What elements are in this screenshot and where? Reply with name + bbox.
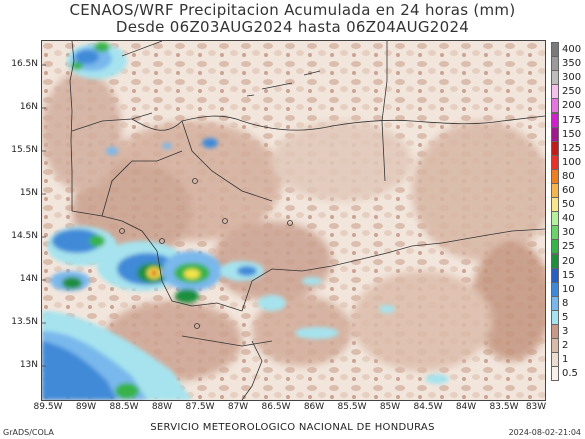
- lon-tick: 86.5W: [261, 402, 291, 412]
- lat-tick: 15.5N: [11, 145, 38, 155]
- colorbar-segment: [551, 324, 559, 340]
- colorbar-label: 250: [562, 86, 582, 98]
- pacific-rain-area: [42, 311, 192, 400]
- colorbar-label: 25: [562, 241, 575, 253]
- colorbar-segment: [551, 154, 559, 170]
- lat-tick: 13.5N: [11, 317, 38, 327]
- colorbar-segment: [551, 281, 559, 297]
- bay-islands: [246, 70, 321, 97]
- colorbar-label: 175: [562, 114, 582, 126]
- lon-tick: 85W: [379, 402, 401, 412]
- footer-timestamp: 2024-08-02-21:04: [508, 428, 581, 437]
- colorbar-label: 2: [562, 340, 569, 352]
- colorbar-segment: [551, 84, 559, 100]
- colorbar-segment: [551, 112, 559, 128]
- colorbar-segment: [551, 338, 559, 354]
- colorbar-label: 50: [562, 199, 575, 211]
- lat-tick: 14N: [19, 274, 38, 284]
- lat-tick: 15N: [19, 188, 38, 198]
- map-canvas: [42, 41, 545, 400]
- map-title-line2: Desde 06Z03AUG2024 hasta 06Z04AUG2024: [115, 18, 470, 36]
- colorbar-segment: [551, 366, 559, 382]
- footer-agency: SERVICIO METEOROLOGICO NACIONAL DE HONDU…: [150, 422, 435, 433]
- map-title-line1: CENAOS/WRF Precipitacion Acumulada en 24…: [69, 1, 516, 19]
- colorbar-label: 125: [562, 142, 582, 154]
- colorbar-label: 100: [562, 156, 582, 168]
- axis-tick-marks: [42, 64, 46, 367]
- lon-tick: 84.5W: [413, 402, 443, 412]
- city-markers: [119, 178, 293, 329]
- lat-tick: 16.5N: [11, 59, 38, 69]
- lon-tick: 89.5W: [33, 402, 63, 412]
- colorbar-label: 300: [562, 72, 582, 84]
- colorbar-label: 150: [562, 128, 582, 140]
- colorbar-segment: [551, 126, 559, 142]
- colorbar-label: 400: [562, 44, 582, 55]
- colorbar-segment: [551, 225, 559, 241]
- lon-tick: 86W: [303, 402, 325, 412]
- lon-tick: 83.5W: [489, 402, 519, 412]
- colorbar-segment: [551, 239, 559, 255]
- colorbar-segment: [551, 295, 559, 311]
- footer-software: GrADS/COLA: [3, 428, 54, 437]
- colorbar-label: 0.5: [562, 368, 578, 380]
- colorbar-segment: [551, 140, 559, 156]
- lat-tick: 14.5N: [11, 231, 38, 241]
- colorbar-segment: [551, 253, 559, 269]
- lon-tick: 87.5W: [185, 402, 215, 412]
- southwest-rain-cluster: [47, 226, 264, 303]
- colorbar-label: 350: [562, 58, 582, 70]
- colorbar-label: 20: [562, 255, 575, 267]
- colorbar-segment: [551, 42, 559, 58]
- colorbar-segment: [551, 267, 559, 283]
- lon-tick: 83W: [525, 402, 547, 412]
- lon-tick: 85.5W: [337, 402, 367, 412]
- precipitation-map: [41, 40, 546, 401]
- scattered-rain-cells: [106, 138, 449, 384]
- lat-tick: 16N: [19, 102, 38, 112]
- lon-tick: 88.5W: [109, 402, 139, 412]
- colorbar-segment: [551, 309, 559, 325]
- colorbar-segment: [551, 56, 559, 72]
- colorbar-label: 60: [562, 185, 575, 196]
- northwest-rain-cluster: [67, 42, 127, 79]
- lon-tick: 87W: [227, 402, 249, 412]
- colorbar-label: 30: [562, 227, 575, 239]
- colorbar-label: 3: [562, 326, 569, 337]
- colorbar-label: 8: [562, 297, 569, 309]
- country-borders: [69, 41, 545, 400]
- colorbar-segment: [551, 197, 559, 213]
- lon-tick: 88W: [151, 402, 173, 412]
- colorbar-label: 10: [562, 283, 575, 295]
- colorbar-label: 15: [562, 269, 575, 281]
- colorbar-segment: [551, 70, 559, 86]
- colorbar-label: 80: [562, 170, 575, 182]
- colorbar-segment: [551, 98, 559, 114]
- colorbar-segment: [551, 352, 559, 368]
- colorbar-segment: [551, 211, 559, 227]
- lat-tick: 13N: [19, 360, 38, 370]
- colorbar-label: 1: [562, 354, 569, 366]
- colorbar-label: 5: [562, 311, 569, 323]
- colorbar-label: 40: [562, 213, 575, 225]
- colorbar-segment: [551, 183, 559, 199]
- lon-tick: 89W: [75, 402, 97, 412]
- lon-tick: 84W: [455, 402, 477, 412]
- colorbar-segment: [551, 168, 559, 184]
- colorbar-label: 200: [562, 100, 582, 112]
